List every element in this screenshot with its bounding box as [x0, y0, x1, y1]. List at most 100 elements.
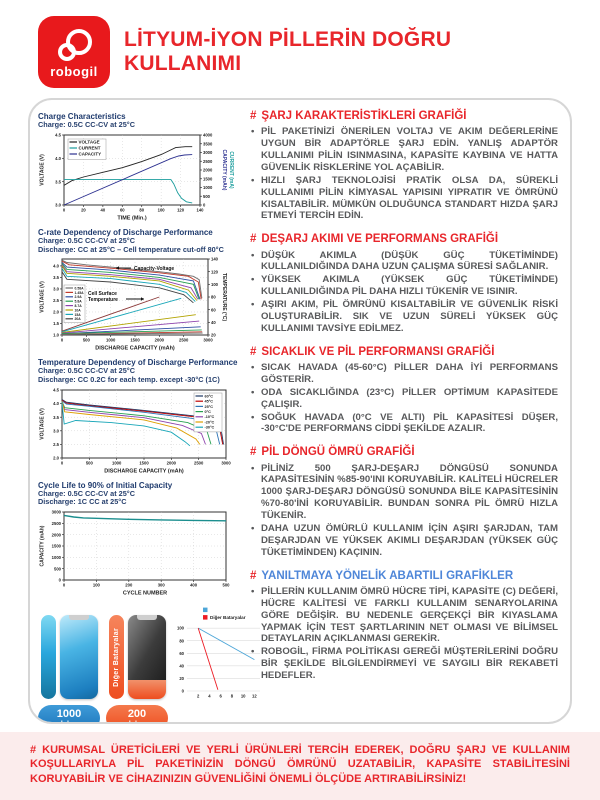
- content-card: Charge Characteristics Charge: 0.5C CC-C…: [28, 98, 572, 725]
- svg-text:3000: 3000: [221, 460, 231, 465]
- blue-battery: [59, 615, 98, 700]
- bullet-list: DÜŞÜK AKIMLA (DÜŞÜK GÜÇ TÜKETİMİNDE) KUL…: [250, 250, 558, 335]
- hash-mark: #: [30, 744, 37, 757]
- svg-text:3.5: 3.5: [55, 179, 61, 184]
- svg-text:0: 0: [59, 578, 62, 583]
- svg-text:3000: 3000: [52, 510, 62, 515]
- svg-text:2.5: 2.5: [53, 442, 59, 447]
- text-column: # ŞARJ KARAKTERİSTİKLERİ GRAFİĞİ PİL PAKE…: [238, 108, 558, 716]
- svg-text:100: 100: [93, 583, 101, 588]
- svg-text:500: 500: [223, 583, 231, 588]
- chart-title: Cycle Life to 90% of Initial Capacity: [38, 480, 173, 490]
- battery-comparison-graphic: 1000 dolum Diğer Bataryalar 20 0: [38, 607, 260, 725]
- battery-empty-section: [127, 615, 166, 681]
- svg-text:500: 500: [83, 338, 91, 343]
- svg-text:VOLTAGE: VOLTAGE: [79, 139, 100, 144]
- svg-text:4.0: 4.0: [53, 401, 59, 406]
- svg-text:200: 200: [125, 583, 133, 588]
- orange-slim-battery: Diğer Bataryalar: [108, 615, 124, 700]
- other-cycles-badge: 200 dolum: [106, 705, 168, 725]
- svg-text:1500: 1500: [139, 460, 149, 465]
- section-heading-text: SICAKLIK VE PİL PERFORMANSI GRAFİĞİ: [261, 345, 495, 358]
- svg-text:0: 0: [63, 583, 66, 588]
- svg-text:8: 8: [231, 694, 234, 699]
- charge-characteristics-plot: 3.03.54.04.50 20 40 60 80 100 120 1400500100015…: [40, 132, 235, 221]
- footer-text: # KURUMSAL ÜRETİCİLERİ VE YERLİ ÜRÜNLERİ …: [30, 743, 570, 786]
- section-dongu-omru: # PİL DÖNGÜ ÖMRÜ GRAFİĞİ PİLİNİZ 500 ŞARJ…: [250, 446, 558, 558]
- svg-text:3500: 3500: [203, 141, 213, 146]
- badge-unit: dolum: [126, 720, 148, 725]
- svg-text:1000: 1000: [203, 185, 213, 190]
- temperature-discharge-plot: 2.0 2.5 3.0 3.5 4.0 4.5 0 500 1000 1500 2000 2500 30…: [40, 387, 232, 474]
- capacity-decline-mini-chart: 0 20 40 60 80 100 2 4 6 8 10 12 Diğer Bataryalar: [176, 607, 264, 708]
- svg-text:3.0: 3.0: [55, 202, 61, 207]
- svg-text:80: 80: [139, 207, 144, 212]
- page-title: LİTYUM-İYON PİLLERİN DOĞRU KULLANIMI: [124, 28, 452, 75]
- bullet-item: ROBOGİL, FİRMA POLİTİKASI GEREĞİ MÜŞTERİ…: [250, 646, 558, 682]
- svg-text:40: 40: [179, 663, 184, 668]
- chart-subtitle: Discharge: 1C CC at 25°C: [38, 497, 127, 507]
- svg-text:40: 40: [211, 320, 216, 325]
- bullet-item: PİL PAKETİNİZİ ÖNERİLEN VOLTAJ VE AKIM D…: [250, 126, 558, 174]
- robogil-cycles-badge: 1000 dolum: [38, 705, 100, 723]
- section-heading: # YANILTMAYA YÖNELİK ABARTILI GRAFİKLER: [250, 570, 558, 583]
- bullet-item: YÜKSEK AKIMLA (YÜKSEK GÜÇ TÜKETİMİNDE) K…: [250, 274, 558, 298]
- svg-text:-30°C: -30°C: [205, 425, 215, 429]
- svg-text:8.7A: 8.7A: [75, 304, 83, 308]
- figure-cycle-life: Cycle Life to 90% of Initial Capacity Ch…: [38, 481, 238, 596]
- other-batteries-label: Diğer Bataryalar: [112, 627, 120, 687]
- bullet-item: DÜŞÜK AKIMLA (DÜŞÜK GÜÇ TÜKETİMİNDE) KUL…: [250, 250, 558, 274]
- logo-text: robogil: [50, 63, 98, 79]
- blue-slim-battery: [40, 615, 56, 700]
- svg-text:1.45A: 1.45A: [75, 291, 85, 295]
- svg-text:500: 500: [86, 460, 94, 465]
- bullet-item: ODA SICAKLIĞINDA (23°C) PİLLER OPTİMUM K…: [250, 387, 558, 411]
- section-heading-text: DEŞARJ AKIMI VE PERFORMANS GRAFİĞİ: [261, 233, 499, 246]
- svg-text:2000: 2000: [167, 460, 177, 465]
- svg-text:40: 40: [101, 207, 106, 212]
- svg-text:VOLTAGE (V): VOLTAGE (V): [40, 154, 46, 186]
- svg-text:TIME (Min.): TIME (Min.): [117, 215, 146, 221]
- svg-text:20: 20: [179, 676, 184, 681]
- svg-text:2000: 2000: [203, 167, 213, 172]
- svg-text:1500: 1500: [52, 544, 62, 549]
- section-sicaklik-performans: # SICAKLIK VE PİL PERFORMANSI GRAFİĞİ SIC…: [250, 346, 558, 436]
- svg-text:5.8A: 5.8A: [75, 300, 83, 304]
- section-heading: # DEŞARJ AKIMI VE PERFORMANS GRAFİĞİ: [250, 233, 558, 246]
- svg-text:3.0: 3.0: [53, 287, 59, 292]
- svg-text:12: 12: [252, 694, 257, 699]
- hash-mark: #: [250, 345, 257, 358]
- svg-text:60: 60: [120, 207, 125, 212]
- svg-text:0: 0: [63, 207, 66, 212]
- svg-text:DISCHARGE CAPACITY (mAh): DISCHARGE CAPACITY (mAh): [104, 468, 184, 474]
- svg-text:120: 120: [177, 207, 185, 212]
- svg-text:3.5: 3.5: [53, 414, 59, 419]
- svg-text:6: 6: [220, 694, 223, 699]
- svg-text:2500: 2500: [179, 338, 189, 343]
- svg-text:DISCHARGE CAPACITY (mAh): DISCHARGE CAPACITY (mAh): [95, 346, 175, 352]
- svg-text:0: 0: [203, 202, 206, 207]
- chart-subtitle: Charge: 0.5C CC-CV at 25°C: [38, 235, 135, 245]
- svg-text:400: 400: [190, 583, 198, 588]
- svg-text:0.58A: 0.58A: [75, 287, 85, 291]
- chart-subtitle: Discharge: CC at 25°C – Cell temperature…: [38, 244, 224, 254]
- svg-text:2.0: 2.0: [53, 310, 59, 315]
- svg-text:2.0: 2.0: [53, 455, 59, 460]
- svg-text:2.5: 2.5: [53, 298, 59, 303]
- svg-text:0: 0: [61, 460, 64, 465]
- svg-text:100: 100: [177, 626, 185, 631]
- battery-charge-section: [127, 680, 166, 700]
- svg-text:0: 0: [182, 689, 185, 694]
- hash-mark: #: [250, 233, 257, 246]
- svg-text:1000: 1000: [112, 460, 122, 465]
- svg-text:120: 120: [211, 269, 219, 274]
- section-heading-text: YANILTMAYA YÖNELİK ABARTILI GRAFİKLER: [261, 569, 514, 582]
- bullet-item: AŞIRI AKIM, PİL ÖMRÜNÜ KISALTABİLİR VE G…: [250, 299, 558, 335]
- robogil-logo: robogil: [38, 16, 110, 88]
- svg-text:500: 500: [54, 566, 62, 571]
- svg-text:Temperature: Temperature: [88, 297, 118, 303]
- svg-text:45°C: 45°C: [205, 399, 214, 403]
- svg-text:Capacity-Voltage: Capacity-Voltage: [134, 266, 174, 272]
- svg-text:3000: 3000: [203, 150, 213, 155]
- crate-discharge-plot: 1.0 1.5 2.0 2.5 3.0 3.5 4.0 0 500 1000 1500 2000 250…: [40, 257, 228, 352]
